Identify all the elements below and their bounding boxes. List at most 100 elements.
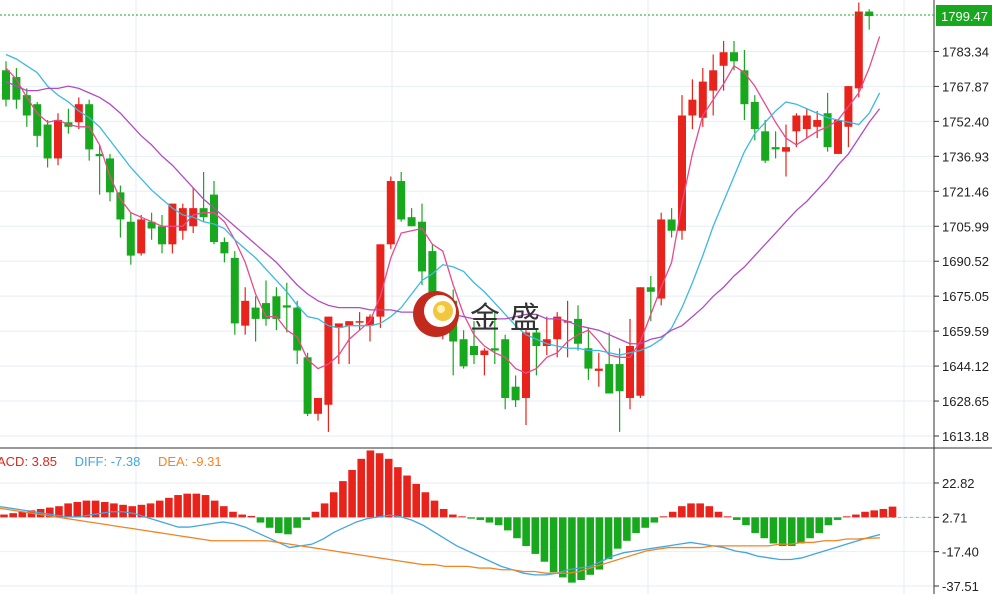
macd-bar [128,506,137,518]
candle [584,327,593,380]
macd-bar [659,516,668,518]
macd-bar [705,506,714,518]
candle-body [626,346,634,398]
macd-bar [275,517,283,534]
watermark: 金盛 [413,291,540,337]
candle-body [230,257,239,324]
macd-bar [165,497,173,518]
macd-bar [815,517,824,534]
macd-bar [329,492,338,518]
candle [802,108,811,139]
macd-bar [769,517,778,544]
candle-body [782,147,790,152]
macd-bar [751,517,759,534]
candle [303,352,312,417]
candle-body [22,95,31,116]
macd-bar [82,500,91,518]
macd-bar [678,506,686,518]
candle-body [282,305,291,308]
candle-body [480,350,489,356]
macd-bar [155,500,164,518]
candle-body [667,219,676,231]
candle [168,203,177,254]
candle [657,212,666,306]
macd-bar [110,503,118,518]
macd-bar [284,517,292,535]
candle [147,212,156,240]
macd-bar [366,450,375,518]
macd-bar [595,517,604,570]
macd-bar [723,516,732,518]
diff-line [0,505,881,576]
candle [709,54,718,116]
candle [834,120,842,154]
macd-bar [458,516,466,518]
macd-bar [824,517,833,526]
macd-bar [220,506,228,518]
candle-body [802,115,811,130]
candle-body [314,397,322,414]
candle [220,237,229,263]
macd-bar [238,514,246,518]
macd-bar [504,517,512,531]
macd-bar [46,507,54,518]
price-tick-label: 1705.99 [942,219,989,234]
macd-bar [494,517,503,526]
macd-bar [403,475,411,518]
candle-body [646,287,655,292]
candle [43,120,52,168]
candle-body [43,124,52,159]
candle [688,79,697,130]
macd-bar [833,517,842,520]
macd-bar [100,502,109,518]
candle-body [178,208,187,231]
candle-body [678,115,686,231]
macd-bar [888,506,897,518]
macd-bar [229,511,237,518]
candle [844,86,853,148]
candle-body [698,81,707,118]
macd-bar [247,515,256,518]
macd-bar [870,510,878,518]
candle [553,312,562,358]
candle [33,101,42,148]
candle-body [865,11,874,17]
candle [470,321,478,365]
candle-body [834,120,842,154]
macd-bar [449,514,457,518]
candle [345,321,354,365]
candle-body [854,11,863,89]
candle-body [563,321,572,323]
macd-bar [348,469,356,518]
macd-bar [192,493,201,518]
candle [366,314,374,342]
candle-body [688,99,697,116]
candle-body [147,221,156,229]
candle [314,397,322,421]
price-tick-label: 1613.18 [942,429,989,444]
candle [480,348,489,376]
macd-bar [522,517,530,547]
candle [262,280,270,326]
candle-body [95,153,104,157]
candle-body [407,217,416,227]
candle-body [750,101,759,130]
macd-bar [91,500,100,518]
candle [761,120,770,163]
macd-bar [558,517,567,578]
candle [376,244,385,328]
macd-bar [760,517,769,539]
macd-bar [27,510,36,518]
macd-bar [586,517,595,575]
candle-body [376,244,385,317]
candle [615,348,624,432]
candle-body [220,242,229,254]
candle [386,176,395,249]
macd-bar [439,508,448,518]
macd-bar [55,506,63,518]
candle [178,203,187,240]
candle [678,95,686,240]
candle-body [740,70,749,105]
macd-bar [73,502,82,518]
macd-legend: ACD: 3.85 DIFF: -7.38 DEA: -9.31 [0,454,222,469]
